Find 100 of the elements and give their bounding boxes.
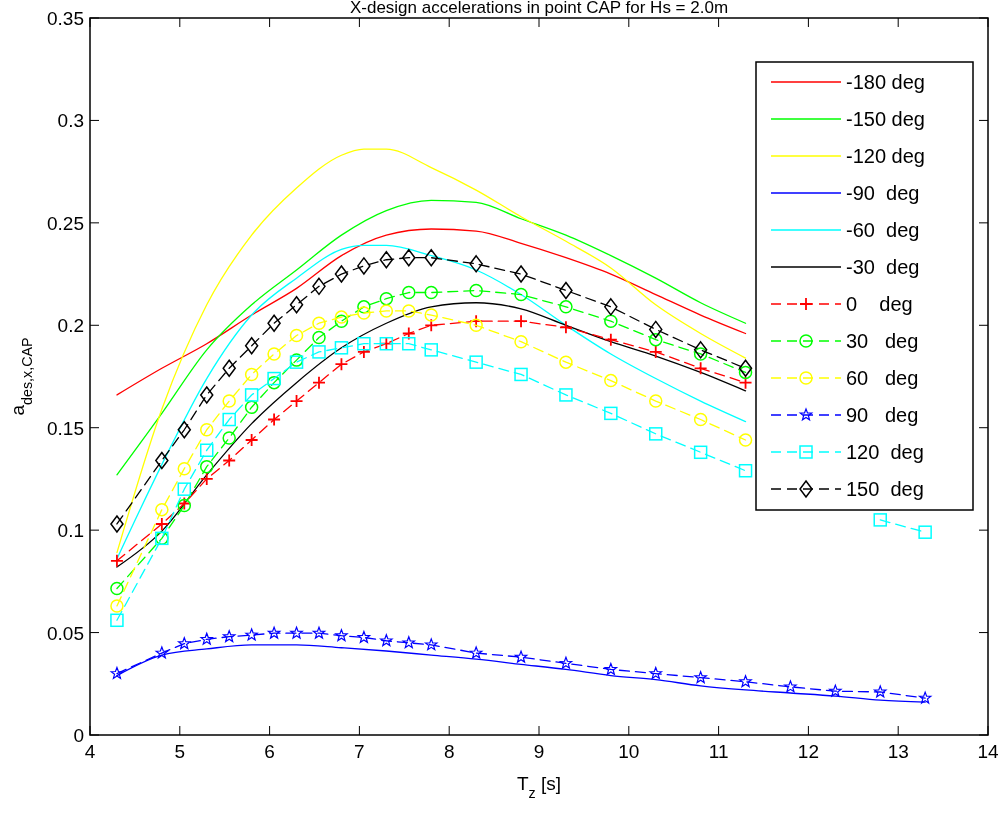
point xyxy=(267,371,281,386)
legend-label: -150 deg xyxy=(846,108,925,130)
point xyxy=(514,367,528,382)
point xyxy=(604,314,618,328)
point xyxy=(222,412,236,427)
point xyxy=(402,304,416,318)
point xyxy=(357,257,371,275)
point xyxy=(559,281,573,300)
point xyxy=(267,412,281,427)
point xyxy=(110,666,124,679)
point xyxy=(312,330,326,345)
point xyxy=(401,326,416,341)
y-tick-label: 0 xyxy=(73,725,84,746)
legend-label: 120 deg xyxy=(846,441,924,463)
point xyxy=(648,345,663,359)
point xyxy=(604,406,618,421)
legend-label: 90 deg xyxy=(846,404,919,426)
point xyxy=(199,443,214,457)
point xyxy=(312,277,326,296)
point xyxy=(738,433,753,447)
line-series xyxy=(116,228,747,396)
point xyxy=(222,359,236,378)
y-tick-label: 0.25 xyxy=(47,212,84,234)
point xyxy=(199,423,214,437)
point xyxy=(110,581,124,596)
point xyxy=(514,265,528,283)
x-tick-label: 5 xyxy=(174,741,186,762)
point xyxy=(469,255,483,273)
x-tick-label: 6 xyxy=(264,741,275,762)
point xyxy=(559,656,573,669)
point xyxy=(559,388,573,402)
point xyxy=(402,285,416,300)
point xyxy=(649,666,663,679)
point xyxy=(873,513,887,527)
point xyxy=(244,388,259,402)
point xyxy=(289,394,304,408)
x-tick-label: 4 xyxy=(84,741,96,762)
legend-label: 150 deg xyxy=(846,478,924,500)
point xyxy=(693,347,708,361)
point xyxy=(289,328,304,343)
legend-label: -120 deg xyxy=(846,145,925,167)
point xyxy=(222,394,236,408)
x-tick-label: 11 xyxy=(708,741,729,762)
point xyxy=(918,691,932,704)
point xyxy=(469,355,483,369)
point xyxy=(222,630,236,643)
chart-title: X-design accelerations in point CAP for Hs = 2.0m xyxy=(349,0,729,17)
point xyxy=(604,662,618,675)
point xyxy=(267,347,281,361)
legend-label: -30 deg xyxy=(846,256,920,278)
point xyxy=(334,341,349,355)
point xyxy=(514,334,528,349)
point xyxy=(469,283,483,298)
point xyxy=(402,336,416,351)
point xyxy=(155,646,169,659)
point xyxy=(110,553,124,568)
point xyxy=(222,431,236,445)
point xyxy=(514,650,528,663)
point xyxy=(693,445,708,460)
point xyxy=(559,320,573,335)
point xyxy=(357,336,371,351)
legend-label: -180 deg xyxy=(846,71,925,93)
point xyxy=(603,332,618,347)
x-tick-label: 14 xyxy=(977,741,999,762)
x-tick-label: 13 xyxy=(887,741,909,762)
point xyxy=(334,314,349,328)
x-axis-title: T$_{z}$ [s] xyxy=(516,773,562,801)
point xyxy=(356,345,371,359)
point xyxy=(424,285,438,300)
legend-label: 30 deg xyxy=(846,330,919,352)
point xyxy=(873,685,887,698)
x-tick-label: 12 xyxy=(797,741,819,762)
point xyxy=(199,472,214,486)
point xyxy=(424,343,438,357)
y-tick-label: 0.15 xyxy=(47,417,84,439)
point xyxy=(177,637,191,650)
point xyxy=(110,515,124,533)
point xyxy=(380,634,393,647)
point xyxy=(559,355,573,369)
point xyxy=(154,517,169,531)
point xyxy=(402,248,416,267)
point xyxy=(738,359,753,378)
x-tick-label: 7 xyxy=(354,741,365,762)
point xyxy=(469,314,484,329)
point xyxy=(648,427,663,441)
point xyxy=(200,632,214,645)
point xyxy=(155,502,169,517)
point xyxy=(312,345,326,359)
point xyxy=(199,386,214,404)
point xyxy=(514,314,528,329)
point xyxy=(648,332,663,347)
point xyxy=(424,248,438,267)
point xyxy=(289,296,304,314)
point xyxy=(312,626,326,639)
point xyxy=(379,250,394,269)
x-tick-label: 10 xyxy=(618,741,640,762)
point xyxy=(267,314,281,332)
point xyxy=(784,680,797,693)
point xyxy=(738,463,753,478)
point xyxy=(694,671,707,684)
